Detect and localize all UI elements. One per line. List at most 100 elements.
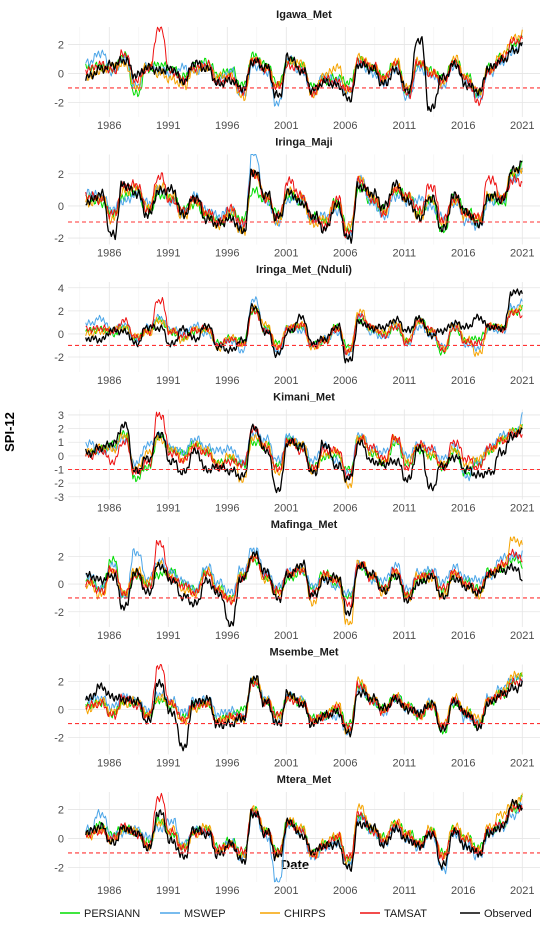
y-tick-label: 2 [58, 551, 64, 563]
x-tick-label: 2001 [274, 503, 298, 515]
x-tick-label: 1991 [156, 248, 180, 260]
x-tick-label: 1986 [97, 248, 121, 260]
y-tick-label: 1 [58, 437, 64, 449]
series-line-tamsat [85, 169, 523, 239]
y-tick-label: -3 [54, 492, 64, 504]
x-tick-label: 2001 [274, 630, 298, 642]
x-tick-label: 2021 [510, 375, 534, 387]
series-line-observed [85, 550, 523, 628]
x-tick-label: 1996 [215, 248, 239, 260]
series-line-tamsat [85, 297, 523, 356]
panel-title: Msembe_Met [269, 647, 338, 659]
series-line-observed [85, 36, 523, 113]
panel-title: Iringa_Met_(Nduli) [256, 264, 352, 276]
y-tick-label: -2 [54, 607, 64, 619]
x-tick-label: 1986 [97, 120, 121, 132]
x-tick-label: 2001 [274, 885, 298, 897]
x-tick-label: 2016 [451, 375, 475, 387]
y-tick-label: 0 [58, 201, 64, 213]
legend: PERSIANN MSWEP CHIRPS TAMSAT Observed [60, 908, 532, 920]
x-tick-label: 2011 [392, 375, 416, 387]
panel-iringa-maji: Iringa_Maji -2 0 2 1986 1991 1996 2001 2006 2011 2… [54, 137, 540, 260]
x-tick-label: 2021 [510, 630, 534, 642]
y-tick-label: 0 [58, 705, 64, 717]
x-tick-label: 1991 [156, 885, 180, 897]
x-tick-label: 2011 [392, 885, 416, 897]
x-tick-label: 1991 [156, 120, 180, 132]
y-tick-label: 2 [58, 424, 64, 436]
x-tick-label: 1996 [215, 758, 239, 770]
panel-title: Iringa_Maji [275, 137, 332, 149]
x-tick-label: 1991 [156, 375, 180, 387]
panel-mtera-met: Mtera_Met -2 0 2 1986 1991 1996 2001 2006 2011 201… [54, 774, 540, 897]
x-tick-label: 2021 [510, 885, 534, 897]
series-line-observed [85, 798, 523, 872]
y-tick-label: -2 [54, 233, 64, 245]
y-tick-label: 2 [58, 306, 64, 318]
x-tick-label: 1986 [97, 375, 121, 387]
y-tick-label: -1 [54, 465, 64, 477]
series-line-chirps [85, 29, 523, 102]
x-tick-label: 1996 [215, 630, 239, 642]
x-tick-label: 1991 [156, 758, 180, 770]
y-tick-label: 4 [58, 283, 64, 295]
legend-label: CHIRPS [284, 908, 326, 920]
y-tick-label: 2 [58, 676, 64, 688]
panel-title: Mtera_Met [277, 774, 332, 786]
x-tick-label: 2016 [451, 885, 475, 897]
panel-iringa-met-nduli: Iringa_Met_(Nduli) -2 0 2 4 1986 1991 1996 2001 2… [54, 264, 540, 387]
x-tick-label: 1986 [97, 630, 121, 642]
x-tick-label: 2021 [510, 503, 534, 515]
x-tick-label: 2006 [333, 630, 357, 642]
x-tick-label: 2006 [333, 248, 357, 260]
x-tick-label: 2006 [333, 758, 357, 770]
x-tick-label: 2011 [392, 503, 416, 515]
series-line-observed [85, 421, 523, 494]
panel-title: Igawa_Met [276, 9, 332, 21]
panel-title: Mafinga_Met [271, 519, 338, 531]
legend-label: MSWEP [184, 908, 226, 920]
y-tick-label: 2 [58, 169, 64, 181]
y-tick-label: 0 [58, 68, 64, 80]
legend-item-persiann: PERSIANN [60, 908, 140, 920]
x-tick-label: 2001 [274, 758, 298, 770]
x-tick-label: 2016 [451, 120, 475, 132]
x-tick-label: 1986 [97, 758, 121, 770]
legend-label: TAMSAT [384, 908, 427, 920]
x-tick-label: 2006 [333, 503, 357, 515]
series-line-observed [85, 675, 523, 752]
x-tick-label: 1996 [215, 375, 239, 387]
x-axis-title: Date [281, 857, 309, 872]
x-tick-label: 2016 [451, 503, 475, 515]
series-line-observed [85, 160, 523, 244]
x-tick-label: 2011 [392, 630, 416, 642]
panel-igawa-met: Igawa_Met -2 0 2 1986 1991 1996 2001 2006 2011 201… [54, 9, 540, 132]
panel-kimani-met: Kimani_Met -3 -2-1 0 12 3 1986 1991 1996 2001 2006… [54, 392, 540, 515]
x-tick-label: 1991 [156, 503, 180, 515]
x-tick-label: 2016 [451, 248, 475, 260]
x-tick-label: 2001 [274, 375, 298, 387]
series-line-mswep [85, 42, 523, 107]
legend-item-observed: Observed [460, 908, 532, 920]
x-tick-label: 2006 [333, 120, 357, 132]
x-tick-label: 2011 [392, 120, 416, 132]
x-tick-label: 1996 [215, 503, 239, 515]
panel-title: Kimani_Met [273, 392, 335, 404]
x-tick-label: 2021 [510, 120, 534, 132]
x-tick-label: 1986 [97, 503, 121, 515]
y-tick-label: 0 [58, 329, 64, 341]
x-tick-label: 2006 [333, 885, 357, 897]
y-tick-label: 0 [58, 451, 64, 463]
y-tick-label: 2 [58, 39, 64, 51]
legend-item-tamsat: TAMSAT [360, 908, 427, 920]
x-tick-label: 2011 [392, 758, 416, 770]
series-line-observed [85, 288, 523, 364]
x-tick-label: 2016 [451, 758, 475, 770]
x-tick-label: 2021 [510, 248, 534, 260]
y-tick-label: -2 [54, 478, 64, 490]
legend-item-mswep: MSWEP [160, 908, 226, 920]
legend-label: PERSIANN [84, 908, 140, 920]
panel-msembe-met: Msembe_Met -2 0 2 1986 1991 1996 2001 2006 2011 20… [54, 647, 540, 770]
